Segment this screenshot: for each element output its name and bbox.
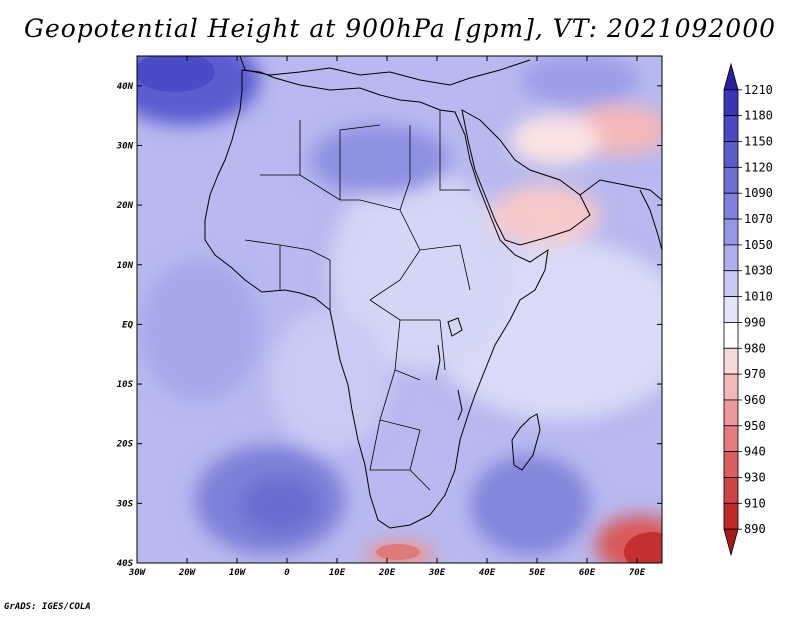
map-frame [136,55,663,564]
colorbar-label: 910 [744,496,766,510]
colorbar-label: 1090 [744,186,773,200]
colorbar-segment [723,296,739,323]
field-south-atlantic-core [240,477,320,533]
colorbar-segment [723,451,739,478]
lon-tick-label: 70E [629,568,646,578]
colorbar-segment [723,502,739,530]
colorbar-segment [723,399,739,427]
colorbar-arrow-top [723,62,739,91]
field-cape-low-core [376,544,420,560]
colorbar-label: 970 [744,367,766,381]
field-atlantic-core [137,56,215,92]
lat-tick-label: EQ [122,320,133,330]
colorbar-segment [723,89,739,117]
lat-tick-label: 10N [117,261,134,271]
colorbar-segment [723,270,739,297]
colorbar: 1210 1180 1150 1120 1090 1070 1050 1030 1010 990 9… [723,62,773,557]
footer-credit: GrADS: IGES/COLA [4,602,91,612]
madagascar-coastline [511,413,541,471]
colorbar-segment [723,373,739,401]
latitude-axis: 40N 30N 20N 10N EQ 10S 20S 30S 40S [116,82,662,569]
lat-tick-label: 30S [116,499,134,509]
india-coastline [639,189,662,251]
colorbar-label: 1070 [744,212,773,226]
colorbar-label: 1050 [744,238,773,252]
field-southern-low-core [624,532,662,563]
lake-victoria [447,317,463,337]
lat-tick-label: 40S [117,559,134,569]
lon-tick-label: 20E [378,568,396,578]
colorbar-segment [723,477,739,504]
field-caspian [520,56,640,105]
lon-tick-label: 30E [428,568,446,578]
colorbar-segment [723,425,739,453]
colorbar-label: 980 [744,341,766,355]
colorbar-segment [723,141,739,168]
colorbar-label: 1030 [744,264,773,278]
colorbar-label: 990 [744,315,766,329]
lat-tick-label: 20N [116,201,134,211]
lat-tick-label: 20S [116,440,134,450]
colorbar-segment [723,166,739,194]
lake-tanganyika [435,344,441,381]
colorbar-label: 890 [744,522,766,536]
field-gulf-guinea [140,260,260,400]
field-arabia-low [490,185,600,245]
coastlines [204,56,662,529]
colorbar-segment [723,192,739,220]
lon-tick-label: 10E [329,568,346,578]
colorbar-segment [723,347,739,375]
colorbar-label: 1210 [744,83,773,97]
lon-tick-label: 30W [128,568,147,578]
colorbar-label: 930 [744,470,766,484]
colorbar-label: 1010 [744,290,773,304]
field-central-africa [330,170,510,370]
colorbar-label: 1180 [744,109,773,123]
arabia-coastline [461,109,591,246]
lon-tick-label: 50E [529,568,546,578]
colorbar-label: 950 [744,419,766,433]
europe-coastline [239,56,531,86]
field-sahara [310,125,450,195]
lon-tick-label: 10W [229,568,247,578]
africa-coastline [204,69,549,529]
lat-tick-label: 40N [117,82,134,92]
lake-malawi [457,389,463,421]
longitude-axis: 30W 20W 10W 0 10E 20E 30E 40E 50E 60E 70E [128,56,646,578]
asia-coastline [579,179,662,201]
colorbar-label: 940 [744,445,766,459]
colorbar-label: 1120 [744,160,773,174]
colorbar-segment [723,115,739,142]
field-mideast [510,115,600,165]
chart-title: Geopotential Height at 900hPa [gpm], VT:… [23,14,777,43]
colorbar-segment [723,218,739,246]
colorbar-label: 1150 [744,135,773,149]
lon-tick-label: 40E [479,568,496,578]
lat-tick-label: 10S [117,380,134,390]
colorbar-label: 960 [744,393,766,407]
lon-tick-label: 60E [579,568,596,578]
field-congo [270,310,390,450]
colorbar-segment [723,322,739,349]
height-field [137,56,662,563]
field-mascarene-high [470,455,590,555]
lon-tick-label: 0 [284,568,290,578]
colorbar-arrow-bottom [723,528,739,557]
lon-tick-label: 20W [178,568,197,578]
lat-tick-label: 30N [116,141,134,151]
border-lines [244,110,471,491]
colorbar-segment [723,244,739,272]
